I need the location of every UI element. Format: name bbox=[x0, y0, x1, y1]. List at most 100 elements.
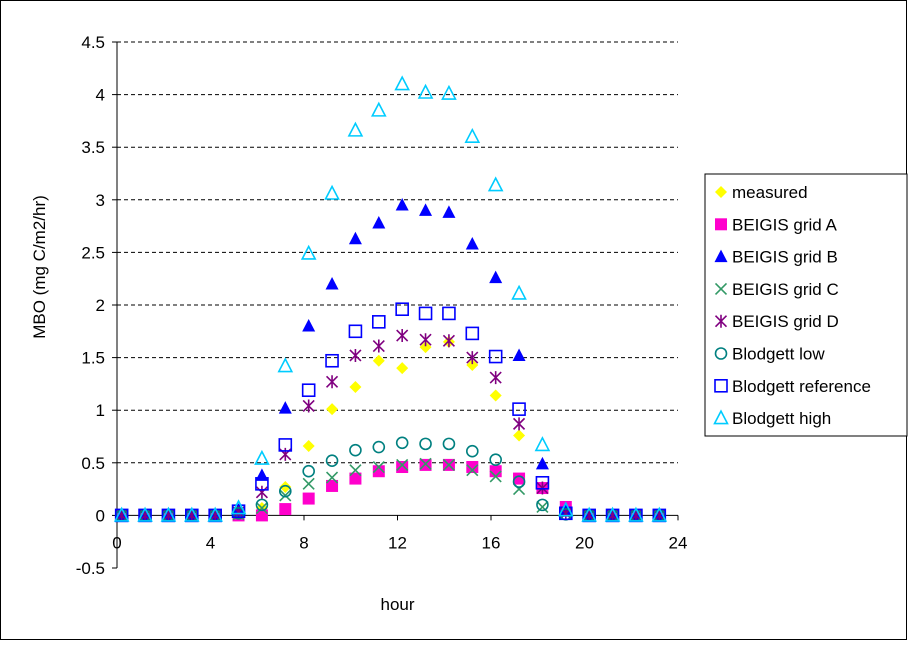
data-point bbox=[325, 471, 339, 484]
data-point bbox=[465, 444, 479, 458]
data-point bbox=[513, 472, 526, 485]
y-tick-label: -0.5 bbox=[76, 559, 105, 578]
data-point bbox=[489, 270, 503, 284]
legend-marker bbox=[713, 409, 729, 425]
data-point bbox=[279, 503, 292, 516]
data-point bbox=[302, 319, 316, 332]
data-point bbox=[183, 506, 200, 522]
data-point bbox=[302, 439, 315, 452]
y-axis-title: MBO (mg C/m2/hr) bbox=[30, 195, 49, 339]
data-point bbox=[512, 475, 526, 489]
data-point bbox=[512, 417, 526, 431]
data-point bbox=[536, 500, 549, 514]
legend-item: BEIGIS grid A bbox=[715, 215, 838, 234]
data-point bbox=[348, 324, 363, 339]
x-tick-label: 16 bbox=[482, 533, 501, 552]
series-blodgett-high bbox=[113, 75, 668, 522]
data-point bbox=[557, 501, 574, 517]
data-point bbox=[396, 461, 409, 474]
data-point bbox=[441, 84, 457, 100]
data-point bbox=[371, 315, 386, 329]
data-point bbox=[326, 403, 339, 416]
data-point bbox=[255, 498, 269, 512]
data-point bbox=[442, 306, 456, 321]
data-point bbox=[512, 402, 526, 416]
y-tick-label: 3 bbox=[96, 191, 105, 210]
y-tick-label: 0 bbox=[96, 506, 105, 525]
data-point bbox=[230, 499, 247, 515]
y-tick-label: 1 bbox=[96, 401, 105, 420]
y-tick-label: 2 bbox=[96, 296, 105, 315]
y-tick-label: 2.5 bbox=[81, 243, 105, 262]
data-point bbox=[535, 475, 550, 490]
legend-marker bbox=[715, 186, 727, 198]
data-point bbox=[302, 492, 315, 505]
legend-marker bbox=[714, 314, 728, 328]
data-point bbox=[417, 83, 434, 99]
data-point bbox=[535, 456, 549, 470]
data-point bbox=[372, 215, 386, 229]
legend: measured BEIGIS grid A BEIGIS grid B BEIGIS… bbox=[704, 173, 908, 437]
data-point bbox=[278, 401, 292, 414]
data-point bbox=[536, 498, 549, 512]
data-point bbox=[465, 326, 480, 341]
data-point bbox=[512, 348, 526, 361]
data-point bbox=[113, 506, 130, 522]
data-point bbox=[137, 506, 153, 522]
data-point bbox=[302, 477, 315, 490]
legend-item: Blodgett low bbox=[714, 345, 825, 364]
legend-marker bbox=[714, 347, 728, 360]
data-point bbox=[394, 75, 410, 91]
data-point bbox=[489, 389, 502, 402]
data-point bbox=[604, 506, 621, 522]
data-point bbox=[489, 371, 502, 385]
legend-marker bbox=[714, 378, 728, 393]
data-point bbox=[442, 205, 456, 218]
data-point bbox=[254, 449, 270, 465]
x-tick-label: 0 bbox=[112, 533, 121, 552]
data-point bbox=[279, 480, 292, 493]
data-point bbox=[419, 333, 432, 347]
data-point bbox=[442, 437, 456, 451]
data-point bbox=[466, 464, 479, 477]
data-point bbox=[302, 399, 315, 413]
y-tick-label: 0.5 bbox=[81, 454, 105, 473]
data-point bbox=[628, 506, 644, 522]
data-point bbox=[395, 436, 409, 450]
data-point bbox=[325, 375, 339, 389]
data-point bbox=[255, 501, 268, 515]
data-point bbox=[372, 440, 386, 454]
legend-label: BEIGIS grid A bbox=[732, 215, 838, 234]
legend-label: measured bbox=[732, 183, 808, 202]
data-point bbox=[278, 438, 293, 452]
y-tick-label: 1.5 bbox=[81, 349, 105, 368]
legend-label: Blodgett high bbox=[732, 409, 831, 428]
data-point bbox=[489, 453, 502, 466]
x-tick-label: 20 bbox=[575, 533, 594, 552]
data-point bbox=[465, 236, 479, 250]
data-point bbox=[372, 339, 385, 353]
data-point bbox=[349, 472, 362, 485]
legend-item: Blodgett reference bbox=[714, 377, 871, 396]
legend-item: BEIGIS grid C bbox=[714, 280, 839, 299]
data-point bbox=[442, 458, 455, 471]
data-point bbox=[349, 443, 362, 457]
data-point bbox=[488, 349, 503, 364]
data-point bbox=[396, 329, 409, 343]
data-point bbox=[325, 353, 339, 368]
data-point bbox=[419, 341, 432, 354]
data-point bbox=[325, 276, 339, 290]
x-tick-label: 4 bbox=[206, 533, 215, 552]
data-point bbox=[349, 464, 362, 477]
legend-item: measured bbox=[715, 183, 808, 202]
data-point bbox=[372, 354, 385, 367]
data-point bbox=[370, 101, 387, 117]
data-point bbox=[466, 351, 479, 365]
y-tick-label: 4 bbox=[96, 86, 105, 105]
data-point bbox=[277, 357, 294, 373]
plot-area: -0.5 0 0.5 1 1.5 2 2.5 3 3.5 4 4.5 0 4 8 12 16 20 24 bbox=[76, 33, 688, 578]
data-point bbox=[442, 334, 455, 348]
legend-item: BEIGIS grid B bbox=[714, 248, 838, 267]
